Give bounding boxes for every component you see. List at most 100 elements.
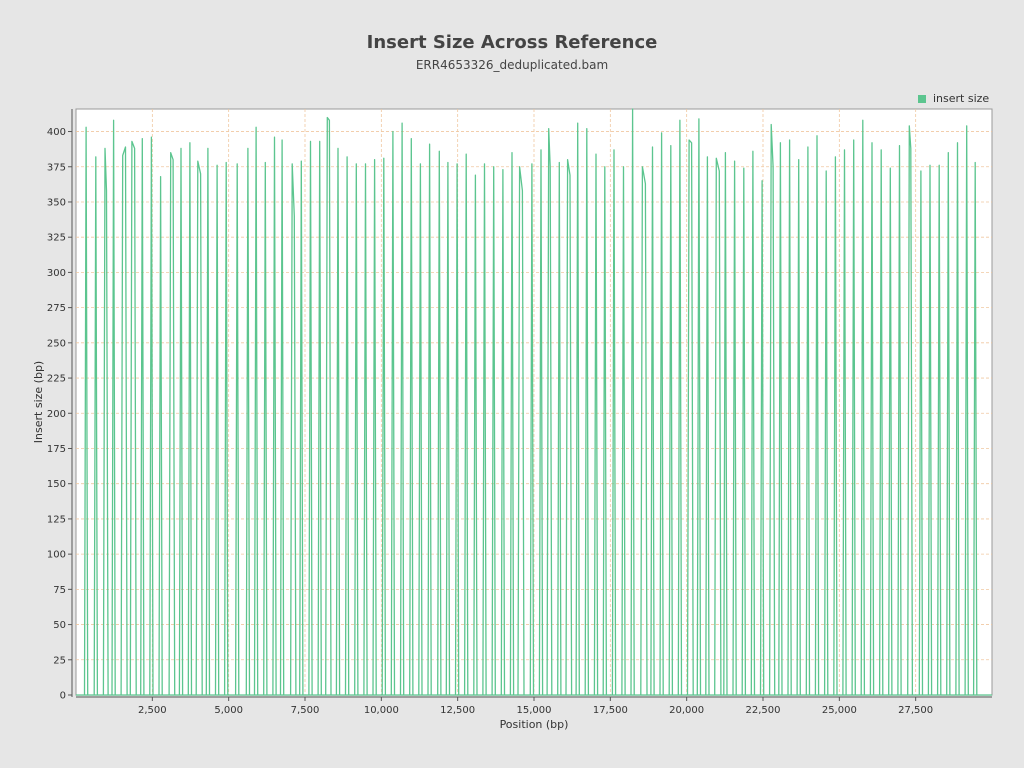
series-peak [381, 157, 387, 696]
legend-label: insert size [933, 92, 989, 105]
series-peak [372, 159, 377, 696]
series-peak [955, 142, 960, 696]
y-tick-label: 50 [53, 620, 66, 631]
series-peak [927, 164, 933, 696]
y-tick-label: 275 [47, 303, 66, 314]
series-peak [253, 126, 259, 696]
series-peak [308, 140, 313, 696]
series-peak [120, 146, 128, 696]
series-peak [964, 125, 969, 696]
series-peak [621, 166, 626, 696]
series-peak [768, 123, 776, 696]
series-peak [245, 147, 251, 696]
series-peak [946, 152, 951, 696]
series-peak [723, 152, 728, 696]
y-tick-label: 75 [53, 585, 66, 596]
y-tick-label: 175 [47, 444, 66, 455]
series-peak [409, 137, 414, 696]
series-peak [482, 163, 487, 696]
tick-labels: 0 25 50 75 100 125 150 175 200 225 250 275 300 325 350… [47, 127, 933, 716]
series-peak [593, 153, 599, 696]
series-peak [354, 163, 359, 696]
series-peak [936, 164, 942, 696]
series-peak [814, 135, 820, 696]
series-peak [279, 139, 285, 696]
y-tick-label: 100 [47, 550, 66, 561]
y-axis-label: Insert size (bp) [32, 361, 45, 443]
series-peak [234, 163, 240, 696]
series-peak [158, 175, 163, 696]
y-tick-label: 225 [47, 374, 66, 385]
series-peak [445, 161, 451, 696]
series-peak [299, 160, 304, 696]
series-peak [93, 156, 99, 696]
series-peak [344, 156, 350, 696]
series-peak [805, 146, 811, 696]
x-tick-label: 25,000 [822, 705, 857, 716]
series-peak [325, 116, 332, 696]
x-tick-label: 20,000 [669, 705, 704, 716]
series-peak [796, 159, 801, 696]
series-peak [140, 137, 145, 696]
series-peak [897, 144, 902, 696]
series-peak [602, 166, 608, 696]
series-peak [686, 139, 694, 696]
series-peak [187, 142, 193, 696]
y-tick-label: 375 [47, 162, 66, 173]
y-tick-label: 0 [60, 691, 66, 702]
series-peak [878, 149, 884, 696]
series-peak [289, 163, 297, 696]
series-peak [640, 166, 648, 696]
y-tick-label: 150 [47, 479, 66, 490]
series-peak [705, 156, 710, 696]
series-peak [565, 159, 573, 696]
series-peak [418, 163, 423, 696]
series-peak [473, 174, 478, 696]
series-peak [714, 157, 722, 696]
series-peak [659, 132, 664, 696]
series-peak [454, 163, 460, 696]
series-peak [546, 128, 553, 696]
series-peak [630, 108, 635, 696]
y-tick-label: 250 [47, 338, 66, 349]
series-peak [842, 149, 847, 696]
series-peak [557, 161, 562, 696]
series-peak [741, 167, 747, 696]
series-peak [759, 180, 765, 696]
series-peak [223, 161, 229, 696]
x-axis-label: Position (bp) [500, 718, 569, 731]
series-peak [491, 166, 496, 696]
series-peak [335, 147, 341, 696]
y-tick-label: 25 [53, 655, 66, 666]
x-tick-label: 2,500 [138, 705, 167, 716]
series-peak [823, 170, 829, 696]
series-peak [214, 164, 220, 696]
series-peak [860, 119, 866, 696]
series-peak [529, 163, 535, 696]
series-peak [463, 153, 469, 696]
series-peak [390, 130, 396, 696]
x-tick-label: 22,500 [746, 705, 781, 716]
x-tick-label: 10,000 [364, 705, 399, 716]
series-peak [750, 150, 756, 696]
series-peak [500, 168, 506, 696]
series-peak [111, 119, 116, 696]
series-peak [584, 128, 590, 696]
series-peak [918, 170, 924, 696]
series-peak [972, 161, 978, 696]
series-peak [149, 136, 154, 696]
x-tick-label: 12,500 [440, 705, 475, 716]
y-tick-label: 400 [47, 127, 66, 138]
series-layer [76, 108, 992, 696]
series-peak [696, 118, 702, 696]
y-tick-label: 200 [47, 409, 66, 420]
series-peak [611, 149, 617, 696]
series-peak [317, 140, 322, 696]
series-peak [787, 139, 792, 696]
series-peak [677, 119, 683, 696]
series-peak [129, 140, 137, 696]
series-peak [83, 126, 89, 696]
legend-swatch [918, 95, 926, 103]
